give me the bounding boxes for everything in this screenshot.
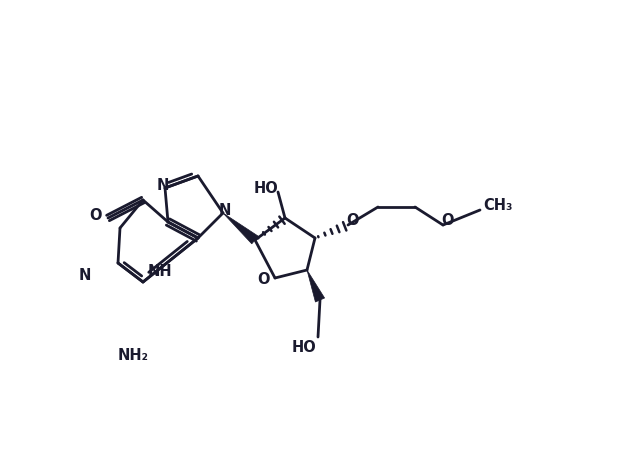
Text: O: O	[89, 207, 101, 222]
Text: HO: HO	[253, 180, 278, 196]
Polygon shape	[307, 270, 324, 302]
Text: CH₃: CH₃	[483, 197, 513, 212]
Text: O: O	[257, 273, 269, 288]
Text: HO: HO	[292, 340, 316, 355]
Text: N: N	[219, 203, 231, 218]
Text: N: N	[157, 178, 169, 193]
Polygon shape	[223, 213, 258, 244]
Text: O: O	[441, 212, 453, 227]
Text: N: N	[79, 267, 91, 282]
Text: NH₂: NH₂	[118, 347, 148, 362]
Text: NH: NH	[148, 265, 172, 280]
Text: O: O	[346, 212, 358, 227]
